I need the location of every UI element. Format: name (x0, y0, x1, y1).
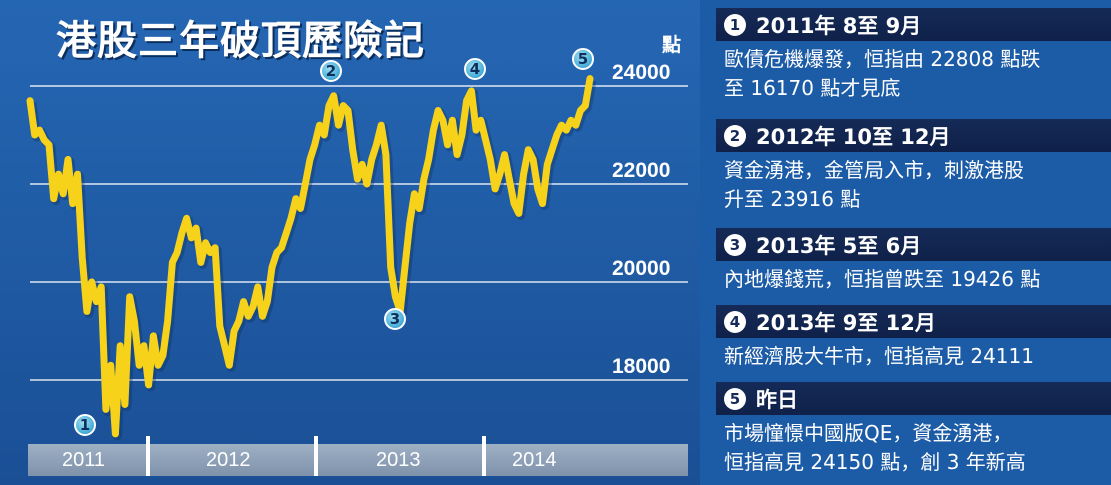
event-1-number-icon: 1 (724, 13, 746, 36)
event-5-description: 市場憧憬中國版QE，資金湧港， 恒指高見 24150 點，創 3 年新高 (716, 415, 1111, 477)
x-label-2014: 2014 (512, 449, 557, 471)
x-year-separator (482, 436, 486, 476)
event-2-line-1: 資金湧港，金管局入市，刺激港股 (724, 158, 1024, 182)
event-5-date: 昨日 (756, 387, 798, 412)
event-3-header: 3 2013年 5至 6月 (716, 228, 1111, 261)
event-1-description: 歐債危機爆發，恒指由 22808 點跌 至 16170 點才見底 (716, 41, 1111, 103)
event-1-line-2: 至 16170 點才見底 (724, 76, 901, 100)
event-3-date: 2013年 5至 6月 (756, 233, 922, 258)
event-1: 1 2011年 8至 9月 歐債危機爆發，恒指由 22808 點跌 至 1617… (716, 8, 1111, 103)
event-marker-1: 1 (74, 414, 96, 436)
event-5-header: 5 昨日 (716, 382, 1111, 415)
event-2-number-icon: 2 (724, 124, 746, 147)
event-2-description: 資金湧港，金管局入市，刺激港股 升至 23916 點 (716, 152, 1111, 214)
series-line-0 (26, 75, 594, 438)
x-label-2011: 2011 (62, 449, 106, 471)
x-axis-band (28, 444, 688, 476)
x-label-2012: 2012 (206, 449, 251, 471)
x-year-separator (314, 436, 318, 476)
x-year-separator (146, 436, 150, 476)
event-3-line-1: 內地爆錢荒，恒指曾跌至 19426 點 (724, 267, 1041, 291)
y-tick-18000: 18000 (612, 355, 671, 378)
event-3-description: 內地爆錢荒，恒指曾跌至 19426 點 (716, 261, 1111, 294)
x-label-2013: 2013 (376, 449, 421, 471)
event-4-line-1: 新經濟股大牛市，恒指高見 24111 (724, 344, 1034, 368)
event-4-description: 新經濟股大牛市，恒指高見 24111 (716, 338, 1111, 371)
event-3: 3 2013年 5至 6月 內地爆錢荒，恒指曾跌至 19426 點 (716, 228, 1111, 294)
event-marker-2: 2 (320, 60, 342, 82)
y-unit-label: 點 (662, 34, 682, 56)
line-chart (26, 75, 688, 441)
event-5-line-1: 市場憧憬中國版QE，資金湧港， (724, 421, 1013, 445)
event-2: 2 2012年 10至 12月 資金湧港，金管局入市，刺激港股 升至 23916… (716, 119, 1111, 214)
y-tick-24000: 24000 (612, 61, 671, 84)
event-5: 5 昨日 市場憧憬中國版QE，資金湧港， 恒指高見 24150 點，創 3 年新… (716, 382, 1111, 477)
event-4-number-icon: 4 (724, 310, 746, 333)
chart-title: 港股三年破頂歷險記 (56, 17, 425, 64)
event-2-date: 2012年 10至 12月 (756, 124, 951, 149)
event-5-number-icon: 5 (724, 387, 746, 410)
event-marker-5: 5 (572, 48, 594, 70)
event-4-date: 2013年 9至 12月 (756, 310, 936, 335)
event-3-number-icon: 3 (724, 233, 746, 256)
y-tick-20000: 20000 (612, 257, 671, 280)
event-4-header: 4 2013年 9至 12月 (716, 305, 1111, 338)
event-4: 4 2013年 9至 12月 新經濟股大牛市，恒指高見 24111 (716, 305, 1111, 371)
y-tick-22000: 22000 (612, 159, 671, 182)
event-2-header: 2 2012年 10至 12月 (716, 119, 1111, 152)
event-marker-3: 3 (384, 308, 406, 330)
event-5-line-2: 恒指高見 24150 點，創 3 年新高 (724, 450, 1026, 474)
event-1-date: 2011年 8至 9月 (756, 13, 922, 38)
event-1-header: 1 2011年 8至 9月 (716, 8, 1111, 41)
event-1-line-1: 歐債危機爆發，恒指由 22808 點跌 (724, 47, 1041, 71)
event-marker-4: 4 (464, 58, 486, 80)
event-2-line-2: 升至 23916 點 (724, 187, 861, 211)
